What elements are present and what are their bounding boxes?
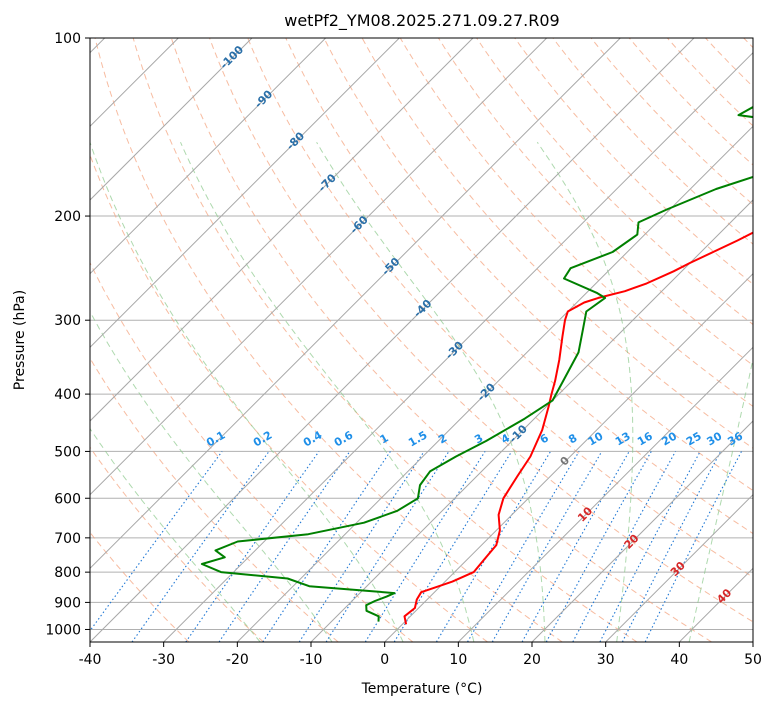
x-tick-label: 10 (449, 652, 467, 668)
mixing-ratio-line (545, 451, 652, 642)
dry-adiabat (90, 261, 414, 642)
y-tick-label: 300 (54, 313, 81, 329)
isotherm-line (90, 38, 695, 642)
dry-adiabat (90, 446, 264, 642)
moist-adiabat (90, 427, 261, 642)
mixing-ratio-line (572, 451, 676, 642)
x-tick-label: 50 (744, 652, 762, 668)
dry-adiabats (90, 38, 753, 642)
y-tick-label: 200 (54, 209, 81, 225)
y-axis-label: Pressure (hPa) (12, 290, 28, 390)
isotherm-line (90, 38, 253, 201)
mixing-ratio-line (218, 451, 351, 642)
y-tick-label: 100 (54, 31, 81, 47)
sounding-series (200, 105, 753, 625)
dry-adiabat (628, 38, 753, 166)
y-tick-label: 700 (54, 531, 81, 547)
isotherm-line (90, 38, 400, 349)
axis-ticks: -40 -30 -20 -10 0 10 20 30 40 50 1000 900 800 700 600 5… (45, 31, 762, 668)
isotherm-line (90, 38, 474, 422)
pressure-grid (90, 38, 753, 630)
x-tick-label: 0 (380, 652, 389, 668)
x-tick-label: -20 (226, 652, 249, 668)
plot-background (90, 38, 753, 642)
chart-title: wetPf2_YM08.2025.271.09.27.R09 (284, 11, 559, 31)
isotherm-line (163, 51, 753, 642)
moist-adiabat (316, 141, 546, 642)
dry-adiabat (514, 38, 753, 285)
mixing-ratio-line (521, 451, 630, 642)
y-tick-label: 400 (54, 387, 81, 403)
x-tick-label: -10 (300, 652, 323, 668)
mixing-ratio-line (644, 451, 742, 642)
mixing-ratio-line (325, 451, 450, 642)
mixing-ratio-line (393, 451, 513, 642)
y-tick-label: 1000 (45, 622, 81, 638)
isotherm-line (236, 125, 753, 642)
dry-adiabat (476, 38, 753, 326)
x-axis-label: Temperature (°C) (361, 681, 483, 697)
isotherm-line (310, 199, 753, 642)
dry-adiabat (170, 38, 712, 642)
dry-adiabat (94, 38, 563, 642)
dry-adiabat (399, 38, 753, 408)
y-tick-label: 500 (54, 444, 81, 460)
x-tick-label: -30 (152, 652, 175, 668)
moist-adiabat (536, 141, 634, 642)
isotherm-line (605, 493, 753, 642)
moist-adiabat (688, 356, 753, 642)
x-tick-label: 30 (597, 652, 615, 668)
isotherm-line (457, 346, 753, 642)
mixing-ratio-line (90, 451, 223, 632)
mixing-ratio-line (298, 451, 425, 642)
dry-adiabat (247, 38, 753, 578)
mixing-ratio-line (185, 451, 320, 642)
dry-adiabat (590, 38, 753, 206)
mixing-ratio-line (262, 451, 391, 642)
isotherm-line (90, 38, 621, 570)
x-tick-label: -40 (79, 652, 102, 668)
isotherm-line (90, 38, 327, 275)
x-tick-label: 40 (670, 652, 688, 668)
moist-adiabat (90, 142, 404, 642)
dewpoint-profile-line (200, 105, 753, 622)
isotherm-line (384, 272, 753, 642)
plot-frame (89, 37, 754, 643)
isotherm-line (90, 38, 548, 496)
temperature-profile-line (403, 231, 753, 625)
skewed-isotherms (90, 38, 753, 642)
y-tick-label: 900 (54, 595, 81, 611)
dry-adiabat (209, 38, 753, 623)
y-tick-label: 600 (54, 491, 81, 507)
dry-adiabat (323, 38, 753, 492)
y-tick-label: 800 (54, 565, 81, 581)
moist-adiabat (180, 141, 475, 642)
x-tick-label: 20 (523, 652, 541, 668)
isotherm-line (531, 420, 753, 642)
